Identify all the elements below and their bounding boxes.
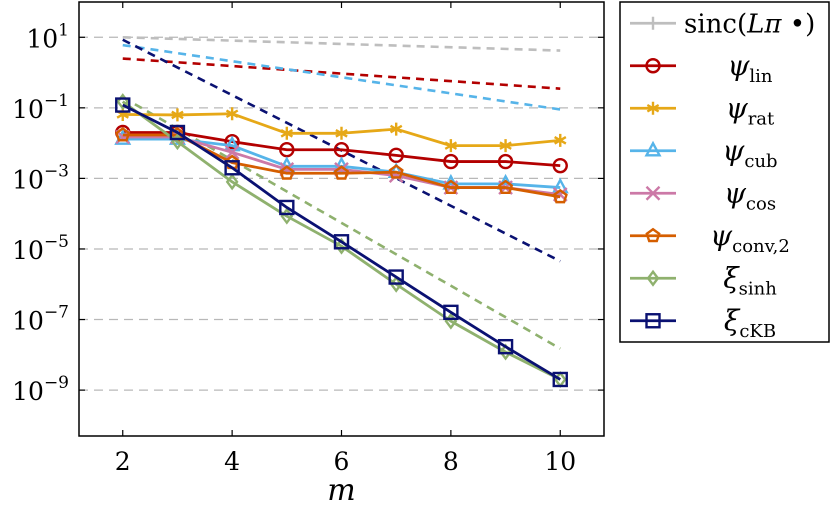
data-point <box>551 177 569 194</box>
data-point <box>388 269 404 285</box>
x-tick-label: 10 <box>544 447 576 476</box>
y-tick-label: 10−9 <box>12 373 69 406</box>
data-point <box>280 126 294 140</box>
legend-label: ξcKB <box>724 304 776 342</box>
plot-frame <box>78 1 605 437</box>
legend-label: sinc(Lπ •) <box>684 9 815 39</box>
reference-line-0 <box>122 35 561 52</box>
series-line <box>121 100 561 381</box>
reference-line-4 <box>122 96 561 350</box>
data-point <box>444 139 458 153</box>
series-lin <box>115 124 568 174</box>
data-point <box>497 153 514 170</box>
data-point <box>279 199 295 216</box>
legend-label: ψrat <box>726 91 775 129</box>
data-point <box>646 101 660 115</box>
data-point <box>645 227 661 243</box>
data-point <box>644 140 662 157</box>
reference-lines <box>122 35 561 350</box>
legend-entry: ψrat <box>630 91 775 129</box>
legend-label: ξsinh <box>723 261 777 299</box>
data-point <box>335 126 348 140</box>
data-point <box>225 107 239 121</box>
legend-label: ψcub <box>722 134 777 172</box>
legend-entry: ψconv,2 <box>630 219 790 257</box>
x-axis-label: m <box>327 473 355 508</box>
legend: sinc(Lπ •) ψlin ψrat ψcub ψcos ψconv,2 ξsinh ξc… <box>619 1 830 343</box>
x-tick-label: 8 <box>443 447 459 476</box>
data-point <box>224 133 240 150</box>
data-point <box>645 58 661 74</box>
data-point <box>552 157 568 174</box>
data-point <box>279 165 295 180</box>
data-point <box>279 142 295 158</box>
data-point <box>224 160 240 176</box>
legend-entry: ξcKB <box>630 304 776 342</box>
x-tick-label: 6 <box>334 447 350 476</box>
data-point <box>646 16 660 30</box>
y-tick-label: 10−7 <box>12 303 69 336</box>
data-point <box>333 234 350 250</box>
legend-entry: ψcos <box>630 176 776 214</box>
data-point <box>497 338 514 355</box>
data-point <box>115 97 131 113</box>
data-point <box>169 124 186 141</box>
legend-label: ψlin <box>727 49 772 87</box>
series-cKB <box>115 97 568 388</box>
data-point <box>552 371 568 388</box>
legend-entry: ξsinh <box>630 261 777 299</box>
series-layer <box>114 93 569 388</box>
x-tick-label: 2 <box>115 447 131 476</box>
reference-line-2 <box>122 43 561 111</box>
data-point <box>115 127 131 142</box>
y-tick-label: 10−1 <box>12 91 69 124</box>
data-point <box>443 179 459 195</box>
y-tick-label: 10−5 <box>12 232 69 265</box>
y-tick-label: 101 <box>26 20 69 53</box>
series-line <box>122 131 561 168</box>
series-line <box>122 103 561 381</box>
data-point <box>333 142 350 158</box>
data-point <box>443 304 459 321</box>
legend-entry: ψlin <box>630 49 773 87</box>
data-point <box>388 147 404 164</box>
data-point <box>645 185 661 201</box>
axis-ticks: 2 4 6 8 10 10−9 10−7 10−5 10−3 10−1 101 <box>12 2 604 476</box>
data-point <box>645 313 661 329</box>
data-point <box>225 173 239 191</box>
data-point <box>333 165 350 180</box>
data-point <box>499 139 512 153</box>
data-point <box>554 133 567 147</box>
data-point <box>171 108 184 122</box>
grid-lines <box>79 36 604 391</box>
legend-label: ψconv,2 <box>710 219 790 257</box>
data-point <box>552 188 568 204</box>
legend-entry: sinc(Lπ •) <box>630 9 815 39</box>
legend-label: ψcos <box>724 176 776 214</box>
data-point <box>497 179 514 195</box>
data-point <box>223 135 241 152</box>
data-point <box>224 144 240 160</box>
data-point <box>388 164 404 179</box>
reference-line-1 <box>122 57 561 90</box>
data-point <box>389 275 403 293</box>
y-tick-label: 10−3 <box>12 161 69 194</box>
series-rat <box>116 107 567 153</box>
data-point <box>389 122 403 136</box>
data-point <box>646 269 660 287</box>
data-point <box>443 153 459 170</box>
x-tick-label: 4 <box>224 447 240 476</box>
legend-entry: ψcub <box>630 134 778 172</box>
